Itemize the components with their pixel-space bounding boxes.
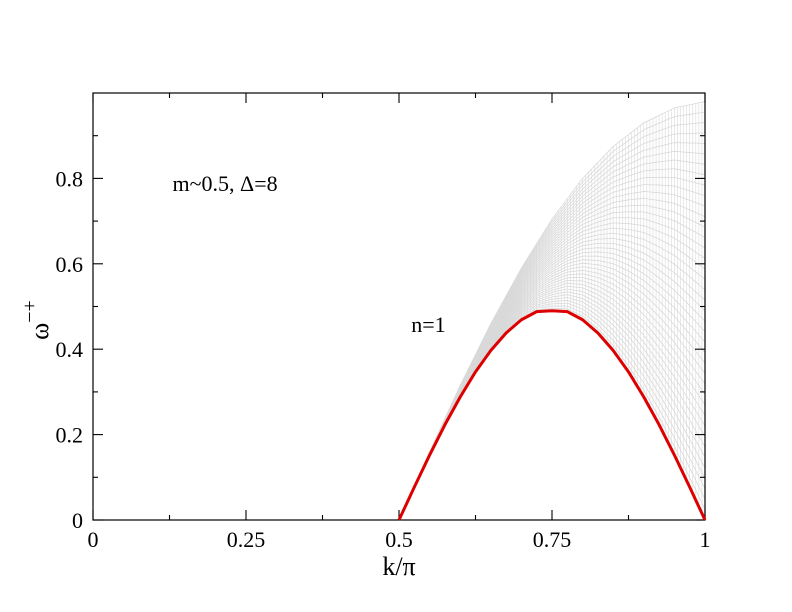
y-tick-labels: 0 0.2 0.4 0.6 0.8 [56,166,84,533]
x-tick-labels: 0 0.25 0.5 0.75 1 [88,527,711,552]
y-tick-label: 0.6 [56,252,84,277]
chart-annotation: n=1 [411,312,445,337]
x-tick-label: 0.25 [227,527,266,552]
x-tick-label: 0.5 [385,527,413,552]
x-tick-label: 1 [700,527,711,552]
annotations: m~0.5, Δ=8 n=1 [173,171,446,337]
x-axis-title: k/π [382,552,415,581]
y-tick-label: 0.2 [56,423,84,448]
svg-text:ω−+: ω−+ [19,300,54,340]
y-tick-label: 0.4 [56,337,84,362]
chart-annotation: m~0.5, Δ=8 [173,171,278,196]
y-tick-label: 0.8 [56,166,84,191]
y-axis-title-main: ω [25,323,54,340]
x-tick-label: 0 [88,527,99,552]
series-n1-line [397,309,707,521]
y-axis-title: ω−+ [19,300,54,340]
y-axis-title-superscript: −+ [19,300,41,323]
axis-ticks [92,93,706,521]
x-tick-label: 0.75 [533,527,572,552]
series-layer [397,309,707,521]
y-tick-label: 0 [72,508,83,533]
